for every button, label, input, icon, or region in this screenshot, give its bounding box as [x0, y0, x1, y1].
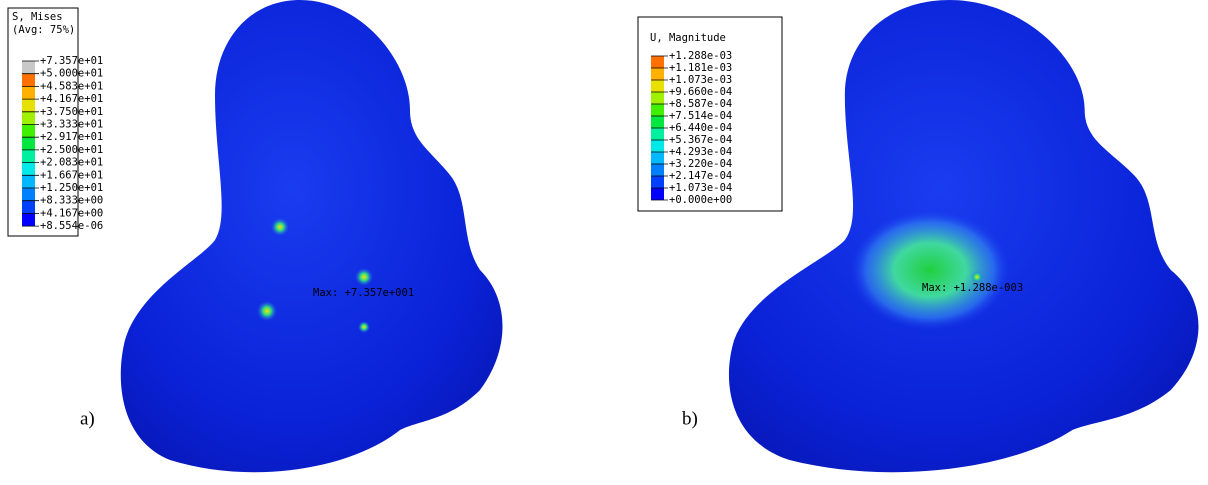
- legend-swatch: [22, 175, 35, 188]
- legend-swatch: [651, 176, 664, 188]
- model-b: [728, 0, 1199, 473]
- legend-swatch: [651, 104, 664, 116]
- legend-label: +4.167e+00: [40, 207, 103, 219]
- legend-label: +7.514e-04: [669, 110, 732, 122]
- legend-title: S, Mises: [12, 11, 63, 23]
- legend-swatch: [22, 124, 35, 138]
- model-shape: [120, 0, 503, 473]
- panel-label: b): [682, 408, 698, 429]
- legend-label: +8.587e-04: [669, 98, 732, 110]
- legend-swatch: [651, 188, 664, 200]
- legend-swatch: [22, 162, 35, 176]
- hotspot: [971, 271, 983, 283]
- displacement-field: [850, 210, 1010, 330]
- legend-label: +6.440e-04: [669, 122, 732, 134]
- legend-swatch: [22, 111, 35, 125]
- legend-swatch: [651, 68, 664, 80]
- legend-title: U, Magnitude: [650, 32, 726, 44]
- legend-label: +3.220e-04: [669, 158, 732, 170]
- legend-label: +4.293e-04: [669, 146, 732, 158]
- hotspot: [355, 268, 373, 286]
- legend-swatch: [651, 128, 664, 140]
- legend-label: +1.250e+01: [40, 182, 103, 194]
- legend-swatch: [651, 92, 664, 104]
- legend-swatch: [651, 140, 664, 152]
- max-annotation: Max: +1.288e-003: [922, 282, 1023, 294]
- legend-swatch: [651, 152, 664, 164]
- legend-swatch: [22, 61, 35, 74]
- legend-swatch: [22, 213, 35, 227]
- legend-label: +2.083e+01: [40, 157, 103, 169]
- hotspot: [271, 218, 289, 236]
- legend-label: +1.073e-04: [669, 182, 732, 194]
- legend-swatch: [22, 73, 35, 87]
- legend-label: +8.554e-06: [40, 220, 103, 232]
- legend-label: +5.000e+01: [40, 68, 103, 80]
- legend-label: +2.917e+01: [40, 131, 103, 143]
- legend-label: +4.167e+01: [40, 93, 103, 105]
- legend-swatch: [22, 149, 35, 163]
- legend-swatch: [651, 164, 664, 176]
- legend-label: +1.667e+01: [40, 169, 103, 181]
- model-a: [120, 0, 503, 473]
- legend-title: (Avg: 75%): [12, 24, 75, 36]
- legend-label: +2.500e+01: [40, 144, 103, 156]
- max-annotation: Max: +7.357e+001: [313, 287, 414, 299]
- legend-swatch: [22, 188, 35, 201]
- legend-swatch: [651, 80, 664, 92]
- legend-swatch: [651, 116, 664, 128]
- hotspot: [358, 321, 370, 333]
- legend-swatch: [22, 137, 35, 150]
- legend-label: +1.073e-03: [669, 74, 732, 86]
- legend-label: +8.333e+00: [40, 195, 103, 207]
- legend-label: +0.000e+00: [669, 194, 732, 206]
- legend-label: +3.333e+01: [40, 119, 103, 131]
- legend-label: +2.147e-04: [669, 170, 732, 182]
- legend-label: +7.357e+01: [40, 55, 103, 67]
- panel-label: a): [80, 408, 95, 429]
- legend-box: [7, 7, 79, 237]
- legend-label: +4.583e+01: [40, 80, 103, 92]
- legend-swatch: [22, 99, 35, 112]
- hotspot: [257, 301, 277, 321]
- legend-label: +3.750e+01: [40, 106, 103, 118]
- legend-label: +5.367e-04: [669, 134, 732, 146]
- legend-label: +9.660e-04: [669, 86, 732, 98]
- legend-swatch: [22, 200, 35, 214]
- legend-swatch: [651, 56, 664, 68]
- legend-swatch: [22, 86, 35, 100]
- legend-label: +1.288e-03: [669, 50, 732, 62]
- legend-label: +1.181e-03: [669, 62, 732, 74]
